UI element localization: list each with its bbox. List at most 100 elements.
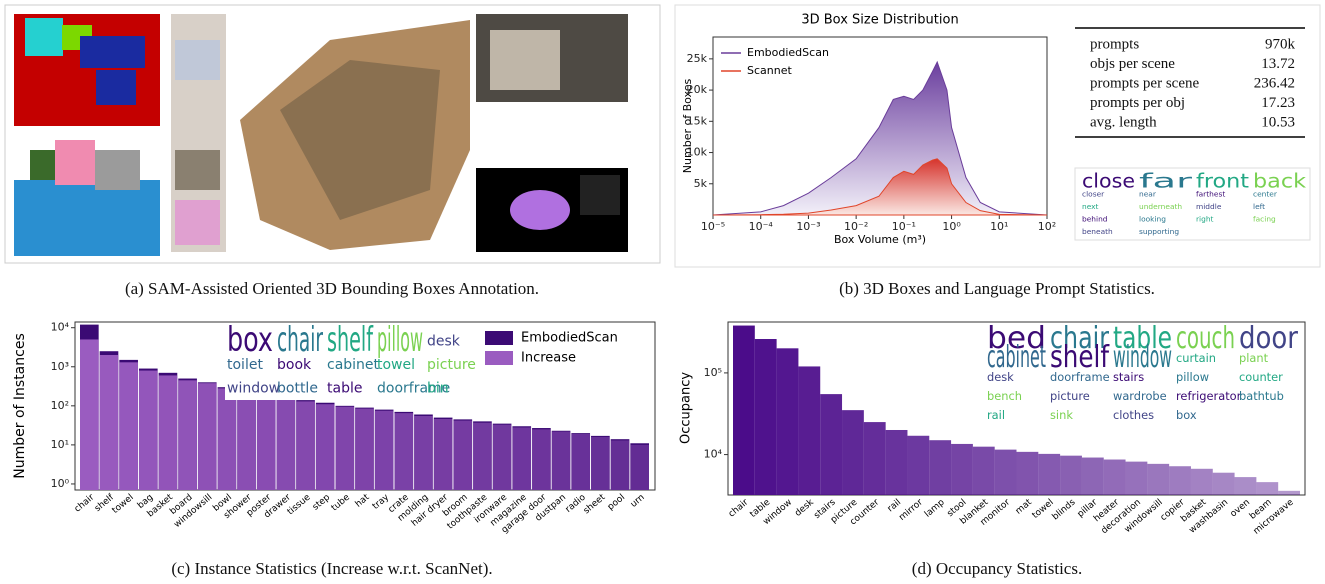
wordcloud-word: right [1196,214,1214,223]
bar [864,422,886,495]
table-cell: 10.53 [1261,114,1295,130]
bar [755,339,777,495]
caption: (d) Occupancy Statistics. [912,559,1082,578]
wordcloud-word: counter [1239,370,1283,384]
bar [951,444,973,495]
bar [842,410,864,495]
wordcloud-word: curtain [1176,351,1216,365]
x-axis-label: Box Volume (m³) [834,233,926,246]
bar [1104,460,1126,495]
bar [995,450,1017,495]
bar [237,392,256,490]
wordcloud-word: chair [277,320,323,360]
wordcloud-word: next [1082,202,1099,211]
bar [1278,491,1300,495]
bar [1147,464,1169,495]
wordcloud-word: shelf [327,320,374,360]
wordcloud-word: underneath [1139,202,1182,211]
wordcloud-word: farthest [1196,190,1225,199]
panel-a-images [5,5,660,263]
legend-swatch [485,351,513,365]
y-tick-label: 10¹ [51,438,69,451]
wordcloud-word: towel [377,357,415,373]
y-tick-label: 10² [51,399,69,412]
table-cell: 13.72 [1261,56,1295,72]
wordcloud-word: table [327,380,362,396]
x-tick-label: 10⁰ [942,220,961,233]
wordcloud-word: doorframe [1050,370,1110,384]
bar [929,440,951,495]
wordcloud-word: looking [1139,214,1166,223]
y-tick-label: 15k [687,114,708,127]
wordcloud-word: plant [1239,351,1269,365]
x-tick-label: step [311,492,333,512]
x-tick-label: mirror [897,497,925,523]
wordcloud-word: left [1253,202,1265,211]
y-tick-label: 10³ [51,360,69,373]
bar [611,440,630,490]
x-tick-label: urn [629,493,647,510]
bar [798,366,820,495]
wordcloud-word: toilet [227,357,263,373]
bar [886,430,908,495]
x-tick-label: lamp [923,497,947,519]
x-tick-label: 10⁻⁴ [749,220,774,233]
wordcloud-word: bottle [277,380,318,396]
x-tick-label: pool [606,493,627,513]
bar [178,380,197,490]
legend-label: EmbodiedScan [521,331,618,346]
x-tick-label: 10⁻² [844,220,868,233]
bar [394,413,413,490]
y-tick-label: 25k [687,52,708,65]
bar [80,339,99,490]
y-tick-label: 5k [694,177,708,190]
legend-label: Increase [521,351,576,366]
bar [375,411,394,490]
y-tick-label: 20k [687,83,708,96]
wordcloud-word: bin [427,380,449,396]
y-tick-label: 10⁴ [704,448,723,461]
table-cell: objs per scene [1090,56,1175,72]
wordcloud-word: beneath [1082,227,1113,236]
bar [820,394,842,495]
legend-label: Scannet [747,64,792,77]
bar [100,355,119,490]
legend-swatch [485,331,513,345]
bar [777,348,799,495]
bar [733,326,755,495]
bar [512,427,531,490]
bar [296,401,315,490]
wordcloud-word: box [1176,408,1197,422]
y-tick-label: 10k [687,146,708,159]
wordcloud-word: refrigerator [1176,389,1242,403]
bar [159,375,178,490]
bar [1038,454,1060,495]
caption: (c) Instance Statistics (Increase w.r.t.… [171,559,492,578]
bar [1213,473,1235,495]
bar [532,429,551,490]
y-axis-label: Occupancy [679,372,694,444]
y-axis-label: Number of Instances [12,333,28,478]
wordcloud-word: cabinet [327,357,380,373]
y-tick-label: 10⁵ [704,366,722,379]
wordcloud-word: rail [987,408,1005,422]
table-cell: prompts [1090,36,1139,52]
bar [630,445,649,490]
table-cell: 236.42 [1254,75,1295,91]
table-cell: prompts per scene [1090,75,1199,91]
bar [434,419,453,490]
caption: (b) 3D Boxes and Language Prompt Statist… [839,279,1155,298]
wordcloud-word: near [1139,190,1157,199]
x-tick-label: 10² [1038,220,1056,233]
bar [257,395,276,490]
bar [355,409,374,490]
x-tick-label: blinds [1051,497,1078,522]
x-tick-label: 10⁻¹ [892,220,916,233]
bar [277,398,296,490]
bar [493,425,512,490]
y-tick-label: 10⁴ [51,321,70,334]
wordcloud-word: clothes [1113,408,1154,422]
bar [119,362,138,490]
bar [1191,469,1213,495]
wordcloud-word: middle [1196,202,1222,211]
